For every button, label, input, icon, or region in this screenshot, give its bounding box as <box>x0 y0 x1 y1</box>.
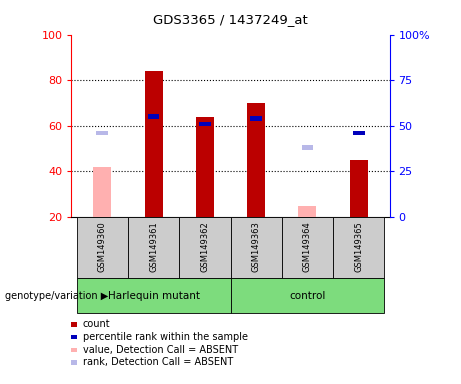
Text: GSM149365: GSM149365 <box>354 221 363 272</box>
Bar <box>196 117 214 217</box>
Text: GDS3365 / 1437249_at: GDS3365 / 1437249_at <box>153 13 308 26</box>
Bar <box>301 146 313 150</box>
Bar <box>199 122 211 126</box>
Bar <box>148 114 160 119</box>
Bar <box>96 131 108 135</box>
Text: GSM149361: GSM149361 <box>149 221 158 272</box>
Bar <box>250 116 262 121</box>
Text: GSM149364: GSM149364 <box>303 221 312 272</box>
Bar <box>93 167 111 217</box>
Bar <box>353 131 365 135</box>
Text: Harlequin mutant: Harlequin mutant <box>107 291 200 301</box>
Bar <box>333 217 384 278</box>
Text: count: count <box>83 319 110 329</box>
Bar <box>230 278 384 313</box>
Bar <box>179 217 230 278</box>
Bar <box>282 217 333 278</box>
Bar <box>247 103 265 217</box>
Text: value, Detection Call = ABSENT: value, Detection Call = ABSENT <box>83 345 237 355</box>
Bar <box>77 278 230 313</box>
Bar <box>128 217 179 278</box>
Text: rank, Detection Call = ABSENT: rank, Detection Call = ABSENT <box>83 358 233 367</box>
Text: GSM149360: GSM149360 <box>98 221 107 272</box>
Bar <box>350 160 368 217</box>
Bar <box>77 217 128 278</box>
Bar <box>230 217 282 278</box>
Bar <box>298 205 316 217</box>
Text: genotype/variation ▶: genotype/variation ▶ <box>5 291 108 301</box>
Text: GSM149362: GSM149362 <box>201 221 209 272</box>
Text: percentile rank within the sample: percentile rank within the sample <box>83 332 248 342</box>
Text: control: control <box>289 291 325 301</box>
Text: GSM149363: GSM149363 <box>252 221 260 272</box>
Bar <box>145 71 163 217</box>
